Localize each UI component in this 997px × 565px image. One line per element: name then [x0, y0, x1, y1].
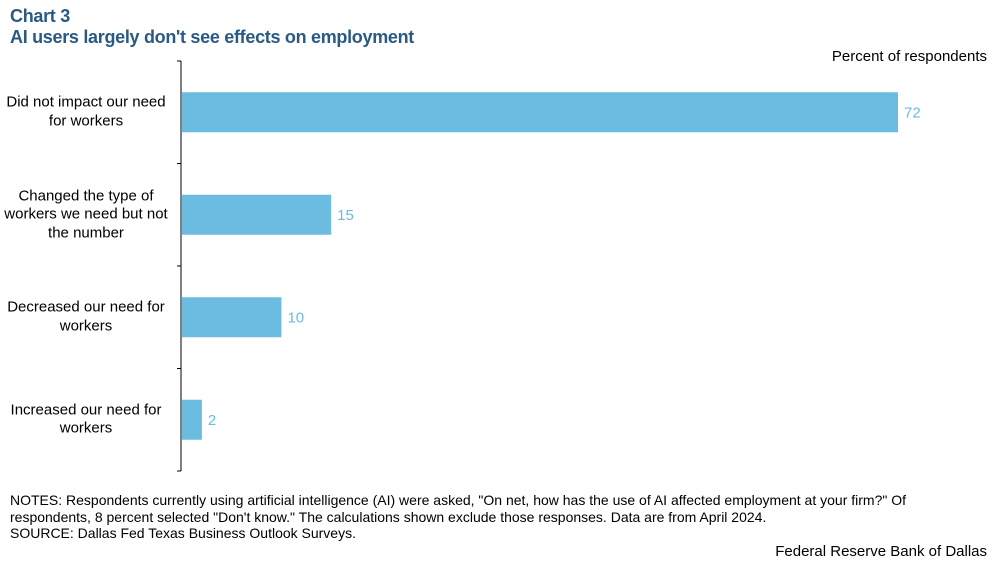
bar [182, 297, 282, 338]
category-label: Increased our need for workers [10, 401, 162, 437]
bar [182, 399, 202, 440]
chart-number: Chart 3 [10, 6, 70, 26]
bar [182, 194, 332, 235]
bar [182, 92, 898, 133]
category-label: Changed the type of workers we need but … [4, 187, 168, 241]
category-label: Did not impact our need for workers [6, 93, 166, 130]
data-label: 2 [208, 412, 216, 429]
source-line: SOURCE: Dallas Fed Texas Business Outloo… [10, 525, 356, 541]
notes: NOTES: Respondents currently using artif… [10, 492, 990, 542]
category-label: Decreased our need for workers [7, 298, 165, 335]
notes-line: NOTES: Respondents currently using artif… [10, 492, 906, 508]
chart-title: AI users largely don't see effects on em… [10, 27, 415, 47]
data-label: 10 [287, 309, 304, 326]
data-label: 15 [337, 207, 354, 224]
bar-chart: 72 15 10 2 [177, 60, 921, 472]
credit-line: Federal Reserve Bank of Dallas [775, 543, 987, 560]
unit-label: Percent of respondents [831, 48, 987, 65]
data-label: 72 [904, 104, 921, 121]
notes-line: respondents, 8 percent selected "Don't k… [10, 508, 767, 525]
